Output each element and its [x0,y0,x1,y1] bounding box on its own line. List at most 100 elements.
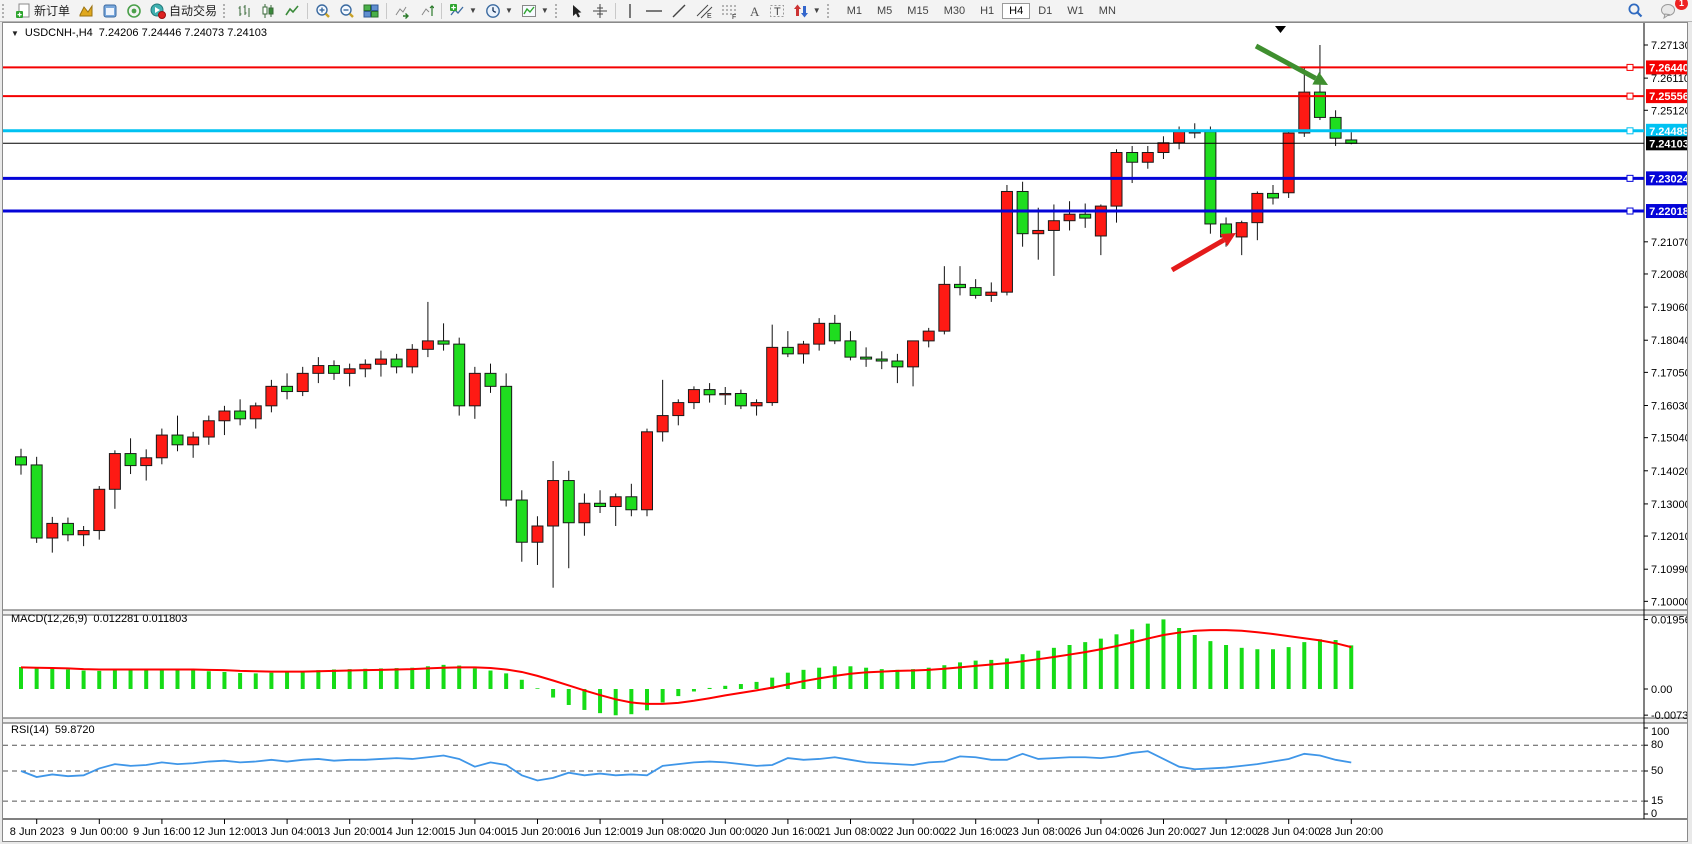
candle-bull [1000,190,1013,293]
candle-bull [750,402,763,407]
candle-bear [562,480,575,524]
autotrading-button[interactable]: 自动交易 [146,1,221,20]
candle-bull [578,502,591,524]
indicators-button[interactable]: ▼ [445,2,481,20]
timeframe-w1-button[interactable]: W1 [1067,4,1084,17]
auto-scroll-button[interactable] [390,2,414,20]
candle-bull [985,291,998,296]
green-down-arrow[interactable] [1254,43,1317,81]
fibonacci-button[interactable]: F [717,2,743,20]
market-watch-button[interactable] [74,2,98,20]
green-down-arrow-head[interactable] [1312,72,1328,85]
line-handle[interactable] [1626,207,1634,215]
toolbar-grip[interactable] [826,3,834,18]
vertical-line-button[interactable] [619,2,641,20]
time-tick-label: 13 Jun 04:00 [255,826,319,838]
zoom-in-button[interactable] [311,2,335,20]
line-handle[interactable] [1626,174,1634,182]
timeframe-m30-button[interactable]: M30 [943,4,966,17]
timeframe-h1-button[interactable]: H1 [980,4,995,17]
arrows-tool-icon [793,3,809,19]
text-button[interactable]: A [743,2,765,20]
candle-bear [875,358,888,362]
candle-bear [954,283,966,289]
price-tick-label: 7.17050 [1651,367,1687,379]
timeframe-m5-button[interactable]: M5 [877,4,893,17]
rsi-line [20,750,1352,782]
toolbar-grip[interactable] [2,3,9,18]
line-handle[interactable] [1626,127,1634,135]
equidistant-channel-button[interactable]: E [691,2,717,20]
zoom-out-icon [339,3,355,19]
pane-splitter[interactable] [3,718,1687,723]
candle-bear [828,322,841,342]
arrows-dropdown-caret[interactable]: ▼ [812,6,821,15]
market-watch-icon [78,3,94,19]
symbol-dropdown-icon[interactable]: ▼ [11,28,19,38]
pane-splitter[interactable] [3,610,1687,615]
periods-button[interactable]: ▼ [481,2,517,20]
chart-canvas[interactable]: 7.27130 7.26110 7.25120 7.21070 7.20080 7.190… [3,23,1687,841]
toolbar-grip[interactable] [554,3,562,18]
crosshair-button[interactable] [588,2,612,20]
price-tick-label: 7.10990 [1651,564,1687,576]
zoom-in-icon [315,3,331,19]
line-handle[interactable] [1626,63,1634,71]
periods-icon [485,3,501,19]
time-tick-label: 26 Jun 20:00 [1132,826,1196,838]
chart-shift-button[interactable] [414,2,438,20]
time-tick-label: 20 Jun 00:00 [693,826,757,838]
chart-window[interactable]: 7.27130 7.26110 7.25120 7.21070 7.20080 7.190… [2,22,1688,842]
chart-ohlc-values: 7.24206 7.24446 7.24073 7.24103 [98,27,267,39]
arrows-tool-button[interactable]: ▼ [789,2,825,20]
candlestick-chart-button[interactable] [256,2,280,20]
red-up-arrow[interactable] [1170,237,1226,273]
candle-bear [1345,139,1358,144]
price-badge [1646,204,1687,219]
candle-bull [922,330,935,342]
chat-bubble-icon [1660,3,1678,19]
candle-bear [390,358,403,368]
time-tick-label: 22 Jun 16:00 [944,826,1008,838]
timeframe-mn-button[interactable]: MN [1098,4,1116,17]
svg-text:A: A [750,4,760,19]
timeframe-m1-button[interactable]: M1 [846,4,862,17]
bar-chart-button[interactable] [232,2,256,20]
timeframe-d1-button[interactable]: D1 [1038,4,1053,17]
time-tick-label: 8 Jun 2023 [10,826,64,838]
time-tick-label: 27 Jun 12:00 [1194,826,1258,838]
zoom-out-button[interactable] [335,2,359,20]
price-tick-label: 7.20080 [1651,269,1687,281]
cursor-button[interactable] [564,2,588,20]
toolbar-grip[interactable] [223,3,230,18]
candle-bear [171,434,184,446]
navigator-button[interactable] [122,2,146,20]
candle-bear [515,499,528,543]
tile-windows-button[interactable] [359,2,383,20]
timeframe-m15-button[interactable]: M15 [907,4,929,17]
line-chart-button[interactable] [280,2,304,20]
templates-dropdown-caret[interactable]: ▼ [540,6,549,15]
red-up-arrow-head[interactable] [1220,233,1236,247]
templates-button[interactable]: ▼ [517,2,553,20]
data-window-button[interactable] [98,2,122,20]
chart-shift-marker[interactable] [1275,26,1286,33]
candlestick-chart-icon [260,3,276,19]
text-label-button[interactable]: T [765,2,789,20]
timeframe-h4-button[interactable]: H4 [1002,2,1031,19]
candle-bull [1298,91,1311,134]
candle-bear [734,392,747,407]
notifications-button[interactable]: 1 [1656,0,1688,20]
candle-bull [1047,220,1060,231]
trendline-button[interactable] [667,2,691,20]
line-handle[interactable] [1626,92,1634,100]
search-button[interactable] [1623,1,1648,20]
periods-dropdown-caret[interactable]: ▼ [504,6,513,15]
indicators-dropdown-caret[interactable]: ▼ [469,6,477,15]
data-window-icon [102,3,118,19]
new-order-button[interactable]: 新订单 [11,1,74,20]
candle-bull [1173,131,1186,144]
line-chart-icon [284,3,300,19]
candle-bull [1141,152,1154,163]
horizontal-line-button[interactable] [641,2,667,20]
